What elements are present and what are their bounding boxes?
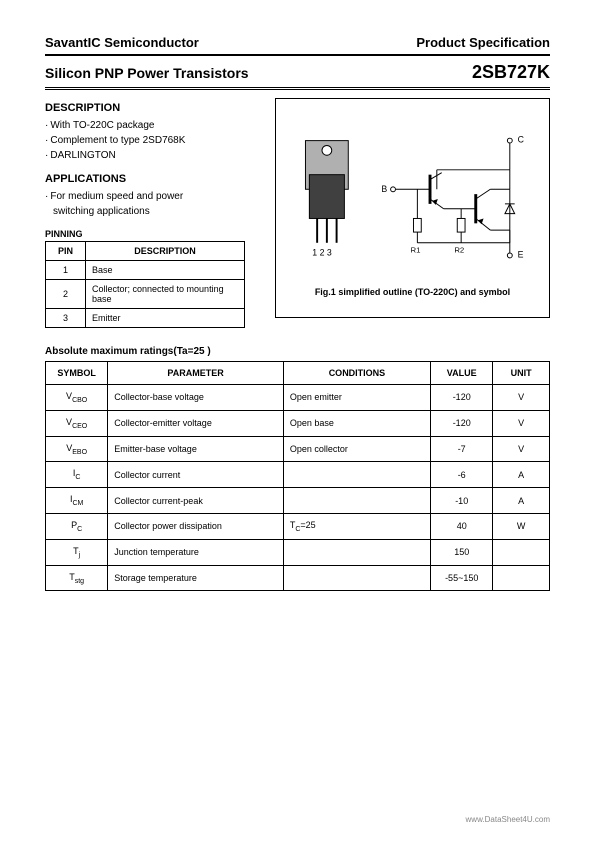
unit-cell [493, 539, 550, 565]
ratings-col-conditions: CONDITIONS [283, 362, 430, 385]
value-cell: -120 [431, 410, 493, 436]
r2-label: R2 [454, 246, 464, 255]
doc-type: Product Specification [416, 35, 550, 50]
description-text: With TO-220C package Complement to type … [45, 118, 265, 163]
divider [45, 54, 550, 56]
conditions-cell: Open emitter [283, 385, 430, 411]
symbol-cell: VCEO [46, 410, 108, 436]
symbol-cell: PC [46, 513, 108, 539]
parameter-cell: Collector-emitter voltage [108, 410, 284, 436]
pinning-col-pin: PIN [46, 242, 86, 261]
part-number: 2SB727K [472, 62, 550, 83]
value-cell: 40 [431, 513, 493, 539]
figure-caption: Fig.1 simplified outline (TO-220C) and s… [315, 287, 510, 297]
symbol-cell: Tj [46, 539, 108, 565]
table-row: ICCollector current -6A [46, 462, 550, 488]
r1-label: R1 [411, 246, 421, 255]
parameter-cell: Collector current-peak [108, 488, 284, 514]
parameter-cell: Collector current [108, 462, 284, 488]
terminal-b: B [381, 184, 387, 194]
desc-cell: Collector; connected to mounting base [86, 280, 245, 309]
pinning-col-desc: DESCRIPTION [86, 242, 245, 261]
pinning-label: PINNING [45, 229, 265, 239]
unit-cell: V [493, 410, 550, 436]
unit-cell: A [493, 462, 550, 488]
conditions-cell [283, 539, 430, 565]
unit-cell: W [493, 513, 550, 539]
applications-line: For medium speed and power [45, 189, 265, 204]
conditions-cell: Open base [283, 410, 430, 436]
value-cell: -120 [431, 385, 493, 411]
conditions-cell: Open collector [283, 436, 430, 462]
applications-heading: APPLICATIONS [45, 173, 265, 185]
value-cell: -10 [431, 488, 493, 514]
divider [45, 87, 550, 88]
pin-labels: 1 2 3 [312, 247, 332, 257]
symbol-cell: ICM [46, 488, 108, 514]
product-title: Silicon PNP Power Transistors [45, 65, 249, 81]
conditions-cell: TC=25 [283, 513, 430, 539]
parameter-cell: Collector power dissipation [108, 513, 284, 539]
applications-line: switching applications [45, 204, 265, 219]
ratings-col-parameter: PARAMETER [108, 362, 284, 385]
symbol-cell: Tstg [46, 565, 108, 591]
value-cell: -7 [431, 436, 493, 462]
conditions-cell [283, 565, 430, 591]
unit-cell: V [493, 385, 550, 411]
pin-cell: 1 [46, 261, 86, 280]
table-row: ICMCollector current-peak -10A [46, 488, 550, 514]
applications-text: For medium speed and power switching app… [45, 189, 265, 219]
unit-cell [493, 565, 550, 591]
symbol-cell: IC [46, 462, 108, 488]
description-line: With TO-220C package [45, 118, 265, 133]
description-line: Complement to type 2SD768K [45, 133, 265, 148]
terminal-c: C [518, 135, 524, 145]
pin-cell: 3 [46, 309, 86, 328]
pin-cell: 2 [46, 280, 86, 309]
parameter-cell: Emitter-base voltage [108, 436, 284, 462]
ratings-label: Absolute maximum ratings(Ta=25 ) [45, 346, 550, 357]
ratings-col-value: VALUE [431, 362, 493, 385]
ratings-col-unit: UNIT [493, 362, 550, 385]
desc-cell: Emitter [86, 309, 245, 328]
desc-cell: Base [86, 261, 245, 280]
value-cell: 150 [431, 539, 493, 565]
figure-box: 1 2 3 C B [275, 98, 550, 318]
table-row: 2 Collector; connected to mounting base [46, 280, 245, 309]
footer-url: www.DataSheet4U.com [466, 815, 550, 824]
pinning-table: PIN DESCRIPTION 1 Base 2 Collector; conn… [45, 241, 245, 328]
symbol-cell: VEBO [46, 436, 108, 462]
ratings-col-symbol: SYMBOL [46, 362, 108, 385]
value-cell: -55~150 [431, 565, 493, 591]
terminal-e: E [518, 249, 524, 259]
figure-svg: 1 2 3 C B [286, 119, 539, 279]
table-row: VEBOEmitter-base voltageOpen collector-7… [46, 436, 550, 462]
parameter-cell: Storage temperature [108, 565, 284, 591]
value-cell: -6 [431, 462, 493, 488]
table-row: 1 Base [46, 261, 245, 280]
table-row: VCBOCollector-base voltageOpen emitter-1… [46, 385, 550, 411]
company-name: SavantIC Semiconductor [45, 35, 199, 50]
divider [45, 89, 550, 90]
conditions-cell [283, 488, 430, 514]
table-row: VCEOCollector-emitter voltageOpen base-1… [46, 410, 550, 436]
unit-cell: V [493, 436, 550, 462]
table-row: 3 Emitter [46, 309, 245, 328]
table-row: PCCollector power dissipationTC=2540W [46, 513, 550, 539]
conditions-cell [283, 462, 430, 488]
table-row: TjJunction temperature 150 [46, 539, 550, 565]
table-row: TstgStorage temperature -55~150 [46, 565, 550, 591]
unit-cell: A [493, 488, 550, 514]
parameter-cell: Junction temperature [108, 539, 284, 565]
symbol-cell: VCBO [46, 385, 108, 411]
ratings-table: SYMBOL PARAMETER CONDITIONS VALUE UNIT V… [45, 361, 550, 591]
description-line: DARLINGTON [45, 148, 265, 163]
description-heading: DESCRIPTION [45, 102, 265, 114]
parameter-cell: Collector-base voltage [108, 385, 284, 411]
